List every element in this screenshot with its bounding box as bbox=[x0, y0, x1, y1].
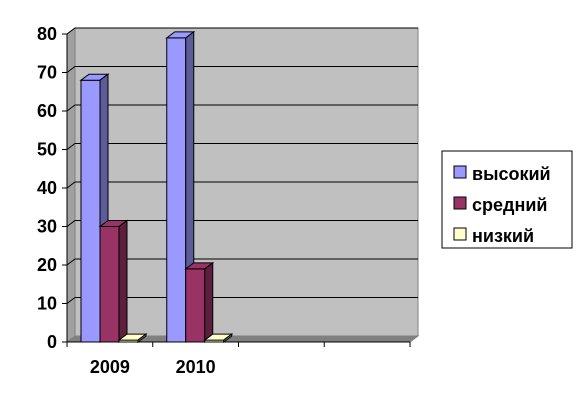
bar-side bbox=[223, 333, 233, 343]
legend-swatch-low bbox=[453, 227, 467, 241]
legend-swatch-high bbox=[453, 165, 467, 179]
bar bbox=[203, 333, 234, 343]
legend-label-high: высокий bbox=[472, 164, 551, 184]
gridline bbox=[66, 220, 418, 227]
legend: высокий средний низкий bbox=[441, 150, 573, 249]
y-tick-label: 60 bbox=[37, 101, 57, 121]
bar-front bbox=[185, 268, 206, 343]
gridline bbox=[66, 66, 418, 73]
y-axis-ticks: 0 10 20 30 40 50 60 70 80 bbox=[37, 24, 57, 352]
gridline bbox=[66, 143, 418, 150]
y-tick-label: 20 bbox=[37, 255, 57, 275]
gridline bbox=[66, 181, 418, 189]
gridline bbox=[66, 258, 418, 266]
gridline bbox=[66, 104, 418, 112]
legend-label-low: низкий bbox=[472, 226, 534, 246]
gridlines bbox=[66, 27, 418, 304]
bar-front bbox=[166, 37, 187, 343]
bar-side bbox=[118, 219, 128, 343]
gridline bbox=[66, 27, 418, 35]
bar-side bbox=[204, 261, 214, 343]
legend-label-medium: средний bbox=[472, 195, 547, 215]
x-tick-label: 2009 bbox=[90, 357, 130, 377]
bar bbox=[117, 333, 148, 343]
x-axis-ticks: 2009 2010 bbox=[90, 357, 216, 377]
y-tick-label: 0 bbox=[47, 332, 57, 352]
bars bbox=[79, 30, 234, 343]
x-tick-label: 2010 bbox=[176, 357, 216, 377]
gridline bbox=[66, 297, 418, 304]
y-tick-label: 80 bbox=[37, 24, 57, 44]
bar-side bbox=[137, 333, 147, 343]
y-tick-label: 70 bbox=[37, 63, 57, 83]
y-tick-label: 40 bbox=[37, 178, 57, 198]
y-tick-label: 10 bbox=[37, 294, 57, 314]
legend-swatch-medium bbox=[453, 196, 467, 210]
y-tick-label: 50 bbox=[37, 140, 57, 160]
axes bbox=[62, 33, 411, 347]
y-tick-label: 30 bbox=[37, 217, 57, 237]
bar bbox=[98, 219, 129, 343]
bar bbox=[184, 261, 215, 343]
bar-front bbox=[80, 79, 101, 343]
bar-front bbox=[99, 226, 120, 343]
